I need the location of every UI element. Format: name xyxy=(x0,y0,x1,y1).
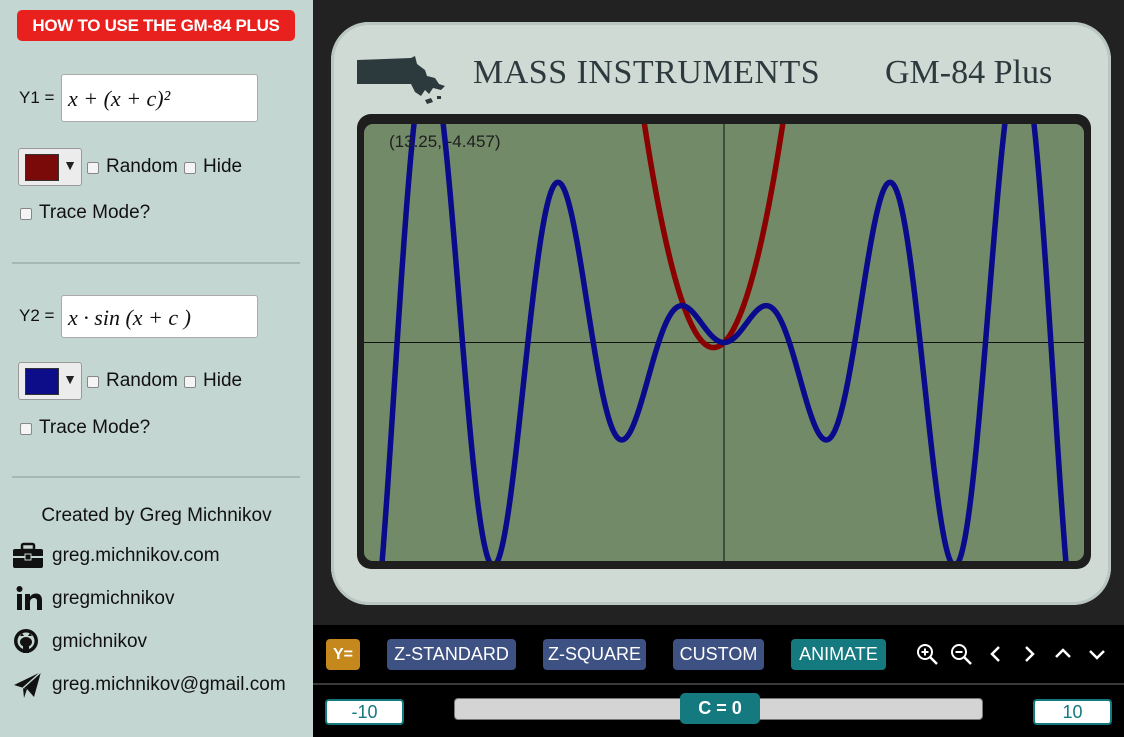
divider xyxy=(12,476,300,478)
y1-random-checkbox[interactable] xyxy=(87,162,99,174)
y2-color-picker[interactable]: ▼ xyxy=(18,362,82,400)
y1-color-picker[interactable]: ▼ xyxy=(18,148,82,186)
y1-label: Y1 = xyxy=(19,88,55,107)
zoom-out-icon[interactable] xyxy=(949,642,973,666)
linkedin-icon xyxy=(16,586,42,610)
pan-right-icon[interactable] xyxy=(1017,642,1041,666)
website-text: greg.michnikov.com xyxy=(52,545,220,566)
github-link[interactable]: gmichnikov xyxy=(12,627,212,657)
dropdown-arrow-icon: ▼ xyxy=(63,157,77,173)
y2-color-swatch xyxy=(25,368,59,395)
calculator-bezel: MASS INSTRUMENTS GM-84 Plus (13.25, -4.4… xyxy=(331,22,1111,605)
animate-button[interactable]: ANIMATE xyxy=(791,639,886,670)
y1-trace-label: Trace Mode? xyxy=(39,202,151,223)
y1-color-swatch xyxy=(25,154,59,181)
y2-hide-label: Hide xyxy=(203,370,243,391)
how-to-use-button[interactable]: HOW TO USE THE GM-84 PLUS xyxy=(17,10,295,41)
y1-expression-input[interactable]: x + (x + c)² xyxy=(61,74,258,122)
toolbar: Y= Z-STANDARD Z-SQUARE CUSTOM ANIMATE -1… xyxy=(313,625,1124,737)
linkedin-text: gregmichnikov xyxy=(52,588,175,609)
pan-up-icon[interactable] xyxy=(1051,642,1075,666)
graph-screen[interactable]: (13.25, -4.457) xyxy=(364,124,1084,561)
y1-hide-label: Hide xyxy=(203,156,243,177)
pan-left-icon[interactable] xyxy=(984,642,1008,666)
y2-trace-checkbox[interactable] xyxy=(20,423,32,435)
coordinate-readout: (13.25, -4.457) xyxy=(389,132,501,151)
email-link[interactable]: greg.michnikov@gmail.com xyxy=(12,670,302,700)
slider-min-input[interactable]: -10 xyxy=(325,699,404,725)
paper-plane-icon xyxy=(14,671,42,698)
slider-max-input[interactable]: 10 xyxy=(1033,699,1112,725)
y2-hide-checkbox[interactable] xyxy=(184,376,196,388)
zoom-in-icon[interactable] xyxy=(915,642,939,666)
dropdown-arrow-icon: ▼ xyxy=(63,371,77,387)
website-link[interactable]: greg.michnikov.com xyxy=(12,541,252,571)
y2-trace-label: Trace Mode? xyxy=(39,417,151,438)
toolbar-divider xyxy=(313,683,1124,685)
sidebar: HOW TO USE THE GM-84 PLUS Y1 = x + (x + … xyxy=(0,0,313,737)
z-square-button[interactable]: Z-SQUARE xyxy=(543,639,646,670)
c-slider-thumb[interactable]: C = 0 xyxy=(680,693,760,724)
pan-down-icon[interactable] xyxy=(1085,642,1109,666)
series-y2-curve xyxy=(379,124,1069,561)
linkedin-link[interactable]: gregmichnikov xyxy=(12,584,212,614)
y2-random-checkbox[interactable] xyxy=(87,376,99,388)
briefcase-icon xyxy=(13,542,43,568)
github-text: gmichnikov xyxy=(52,631,148,652)
z-standard-button[interactable]: Z-STANDARD xyxy=(387,639,516,670)
y1-trace-checkbox[interactable] xyxy=(20,208,32,220)
series-y1-curve xyxy=(641,124,786,351)
brand-name: MASS INSTRUMENTS xyxy=(473,54,821,91)
y-equals-button[interactable]: Y= xyxy=(326,639,360,670)
massachusetts-logo-icon xyxy=(357,56,445,104)
credit-text: Created by Greg Michnikov xyxy=(41,505,272,526)
divider xyxy=(12,262,300,264)
y1-random-label: Random xyxy=(106,156,178,177)
y2-expression-input[interactable]: x · sin (x + c ) xyxy=(61,295,258,338)
y2-random-label: Random xyxy=(106,370,178,391)
y1-hide-checkbox[interactable] xyxy=(184,162,196,174)
github-icon xyxy=(14,629,38,653)
graph-plot[interactable] xyxy=(364,124,1084,561)
y2-label: Y2 = xyxy=(19,306,55,325)
custom-button[interactable]: CUSTOM xyxy=(673,639,764,670)
email-text: greg.michnikov@gmail.com xyxy=(52,674,286,695)
model-name: GM-84 Plus xyxy=(885,54,1053,91)
calculator: MASS INSTRUMENTS GM-84 Plus (13.25, -4.4… xyxy=(313,0,1124,625)
